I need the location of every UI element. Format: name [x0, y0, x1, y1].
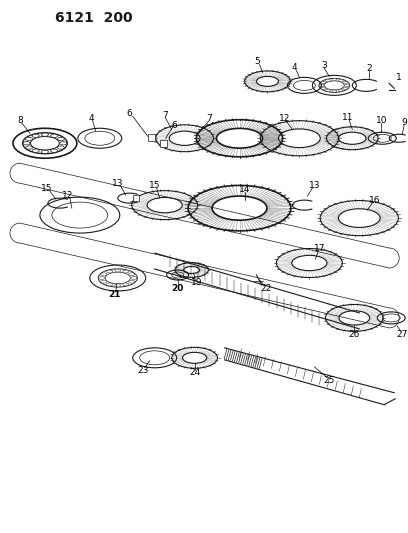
Ellipse shape: [326, 79, 330, 82]
Ellipse shape: [319, 84, 324, 86]
Bar: [160, 140, 166, 147]
Text: 25: 25: [324, 376, 335, 385]
Text: 15: 15: [149, 181, 160, 190]
Ellipse shape: [51, 149, 58, 152]
Text: 17: 17: [314, 244, 325, 253]
Text: 15: 15: [41, 184, 53, 192]
Bar: [148, 134, 155, 141]
Ellipse shape: [25, 138, 33, 141]
Text: 13: 13: [308, 181, 320, 190]
Text: 13: 13: [112, 179, 124, 188]
Ellipse shape: [129, 280, 135, 283]
Ellipse shape: [41, 150, 49, 154]
Text: 7: 7: [162, 111, 168, 120]
Text: 1: 1: [396, 73, 402, 82]
Ellipse shape: [41, 133, 49, 136]
Ellipse shape: [123, 270, 129, 273]
Ellipse shape: [332, 78, 337, 80]
Ellipse shape: [332, 90, 337, 92]
Ellipse shape: [101, 273, 107, 276]
Text: 11: 11: [341, 113, 353, 122]
Text: 4: 4: [89, 114, 95, 123]
Text: 4: 4: [292, 63, 297, 72]
Text: 19: 19: [191, 278, 202, 287]
Ellipse shape: [57, 146, 64, 149]
Text: 16: 16: [368, 196, 380, 205]
Ellipse shape: [106, 283, 113, 286]
Ellipse shape: [338, 79, 343, 82]
Text: 21: 21: [109, 290, 121, 300]
Text: 27: 27: [397, 330, 408, 340]
Ellipse shape: [32, 149, 39, 152]
Bar: [133, 195, 139, 201]
Text: 12: 12: [62, 191, 73, 200]
Ellipse shape: [131, 277, 137, 279]
Ellipse shape: [101, 280, 107, 283]
Text: 22: 22: [261, 285, 272, 294]
Ellipse shape: [25, 146, 33, 149]
Ellipse shape: [343, 82, 348, 84]
Ellipse shape: [129, 273, 135, 276]
Ellipse shape: [343, 87, 348, 90]
Ellipse shape: [321, 87, 326, 90]
Ellipse shape: [184, 266, 200, 273]
Text: 20: 20: [171, 285, 184, 294]
Text: 23: 23: [137, 366, 149, 375]
Ellipse shape: [338, 89, 343, 92]
Ellipse shape: [51, 134, 58, 138]
Ellipse shape: [344, 84, 349, 86]
Text: 8: 8: [17, 116, 23, 125]
Text: 14: 14: [239, 184, 250, 193]
Text: 6: 6: [172, 121, 177, 130]
Ellipse shape: [123, 283, 129, 286]
Text: 7: 7: [207, 114, 213, 123]
Ellipse shape: [106, 270, 113, 273]
Text: 9: 9: [401, 118, 407, 127]
Text: 24: 24: [189, 368, 200, 377]
Text: 26: 26: [348, 330, 360, 340]
Text: 12: 12: [279, 114, 290, 123]
Ellipse shape: [115, 269, 121, 272]
Text: 5: 5: [255, 57, 260, 66]
Text: 3: 3: [322, 61, 327, 70]
Text: 6121  200: 6121 200: [55, 12, 133, 26]
Ellipse shape: [115, 284, 121, 287]
Text: 6: 6: [127, 109, 133, 118]
Ellipse shape: [23, 142, 30, 145]
Ellipse shape: [32, 134, 39, 138]
Ellipse shape: [57, 138, 64, 141]
Ellipse shape: [99, 277, 105, 279]
Text: 2: 2: [366, 64, 372, 73]
Text: 10: 10: [375, 116, 387, 125]
Ellipse shape: [60, 142, 67, 145]
Ellipse shape: [326, 89, 330, 92]
Ellipse shape: [321, 82, 326, 84]
